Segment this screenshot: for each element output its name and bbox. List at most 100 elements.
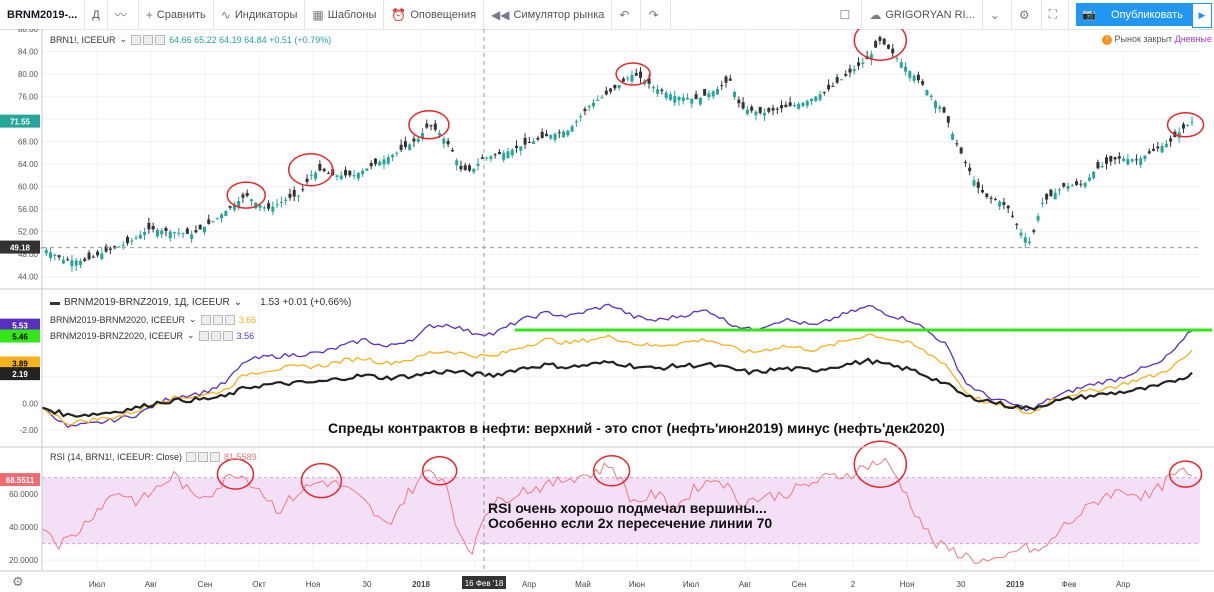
indicators-button[interactable]: ∿ Индикаторы: [214, 0, 306, 29]
play-button[interactable]: ▶: [1192, 3, 1212, 28]
candle-body: [942, 107, 946, 113]
candle-body: [562, 131, 566, 138]
spread-label-green: 5.46: [12, 333, 28, 342]
chart-area[interactable]: 44.0048.0052.0056.0060.0064.0068.0072.00…: [0, 29, 1214, 592]
interval-button[interactable]: Д: [85, 0, 108, 29]
candle-body: [634, 72, 638, 76]
undo-button[interactable]: ↶: [612, 0, 642, 29]
candle-body: [288, 193, 292, 198]
chevron-down-icon[interactable]: ⌄: [189, 314, 197, 324]
gear-icon[interactable]: ⚙: [12, 574, 24, 589]
candle-body: [228, 206, 232, 208]
candle-body: [1117, 156, 1121, 159]
legend-buttons[interactable]: [131, 34, 166, 45]
candle-body: [245, 192, 249, 196]
candle-body: [134, 237, 138, 239]
candle-body: [835, 77, 839, 83]
snapshot-button[interactable]: 📷: [1076, 3, 1102, 26]
candle-body: [399, 144, 403, 150]
layout-menu-button[interactable]: ⌄: [983, 0, 1012, 29]
candle-body: [916, 74, 920, 81]
chevron-down-icon[interactable]: ⌄: [233, 297, 243, 308]
main-legend[interactable]: BRN1!, ICEEUR ⌄ 64.66 65.22 64.19 64.84 …: [50, 34, 331, 45]
candle-body: [352, 175, 356, 177]
redo-button[interactable]: ↷: [641, 0, 671, 29]
candle-body: [818, 94, 822, 100]
candle-body: [1083, 183, 1087, 187]
y-tick-label: 64.00: [18, 160, 39, 169]
legend-buttons[interactable]: [200, 314, 235, 325]
spread-legend[interactable]: ▬ BRNM2019-BRNZ2019, 1Д, ICEEUR ⌄ 1.53 +…: [50, 297, 351, 308]
candle-body: [87, 252, 91, 260]
candle-body: [164, 227, 168, 232]
fullscreen-button[interactable]: ☐: [833, 0, 863, 29]
symbol-search-button[interactable]: BRNM2019-...: [0, 0, 86, 29]
candle-body: [412, 138, 416, 142]
square-icon: ▬: [50, 297, 60, 308]
x-tick-label: 30: [957, 580, 966, 589]
candle-body: [711, 91, 715, 97]
market-status[interactable]: ! Рынок закрыт Дневные: [1102, 34, 1212, 45]
templates-button[interactable]: ▦ Шаблоны: [305, 0, 385, 29]
candle-body: [758, 106, 762, 113]
spread-label-purple: 5.53: [12, 322, 28, 331]
peak-circle: [853, 440, 908, 488]
fullscreen-toggle-button[interactable]: ⛶: [1042, 0, 1069, 29]
candle-body: [70, 260, 74, 267]
candle-body: [1096, 162, 1100, 169]
candle-body: [604, 90, 608, 95]
candle-body: [566, 130, 570, 136]
spread-legend-series-3[interactable]: BRNM2019-BRNZ2020, ICEEUR ⌄ 3.56: [50, 330, 254, 341]
crosshair-price-label-bg: [0, 240, 40, 254]
legend-buttons[interactable]: [198, 330, 233, 341]
candle-body: [621, 78, 625, 82]
candle-body: [429, 125, 433, 127]
candle-body: [857, 62, 861, 66]
redo-icon: ↷: [648, 7, 659, 22]
publish-button[interactable]: Опубликовать: [1102, 3, 1192, 26]
main-legend-symbol: BRN1!, ICEEUR: [50, 34, 116, 45]
candle-body: [1002, 202, 1006, 205]
candle-body: [108, 248, 112, 250]
legend-buttons[interactable]: [186, 452, 221, 462]
settings-button[interactable]: ⚙: [1012, 0, 1042, 29]
candle-body: [1087, 177, 1091, 181]
replay-button[interactable]: ◀◀ Симулятор рынка: [484, 0, 613, 29]
peak-circle: [216, 458, 255, 490]
candle-body: [745, 109, 749, 114]
candle-body: [780, 104, 784, 109]
compare-button[interactable]: + Сравнить: [139, 0, 214, 29]
candle-body: [921, 81, 925, 85]
candle-body: [480, 157, 484, 159]
indicators-icon: ∿: [220, 7, 231, 22]
candle-body: [754, 111, 758, 116]
replay-label: Симулятор рынка: [513, 8, 605, 21]
candle-body: [861, 62, 865, 64]
layout-name-button[interactable]: ☁ GRIGORYAN RI...: [862, 0, 983, 29]
chevron-down-icon[interactable]: ⌄: [187, 330, 195, 340]
candle-body: [955, 143, 959, 145]
spread-label-orange-bg: [0, 356, 40, 370]
candle-body: [78, 260, 82, 265]
candle-body: [519, 146, 523, 151]
x-tick-label: 2: [851, 580, 856, 589]
chevron-down-icon[interactable]: ⌄: [119, 34, 128, 44]
top-toolbar: BRNM2019-... Д 〰 + Сравнить ∿ Индикаторы ▦…: [0, 0, 1214, 30]
candle-body: [309, 175, 313, 177]
candle-body: [874, 41, 878, 48]
candle-body: [292, 189, 296, 197]
rsi-series-line: [41, 457, 1193, 565]
candle-body: [784, 104, 788, 108]
candle-body: [912, 75, 916, 81]
candle-body: [215, 217, 219, 219]
alerts-button[interactable]: ⏰ Оповещения: [384, 0, 485, 29]
spread-legend-series-2[interactable]: BRNM2019-BRNM2020, ICEEUR ⌄ 3.66: [50, 314, 256, 325]
chevron-down-icon: ⌄: [989, 7, 1000, 22]
candle-body: [395, 152, 399, 154]
x-tick-label: Сен: [792, 580, 807, 589]
spread-series-line: [41, 333, 1193, 426]
chart-style-button[interactable]: 〰: [108, 0, 139, 29]
candle-body: [151, 226, 155, 230]
rsi-legend[interactable]: RSI (14, BRN1!, ICEEUR: Close) 81.5589: [50, 452, 257, 462]
candle-body: [651, 87, 655, 89]
